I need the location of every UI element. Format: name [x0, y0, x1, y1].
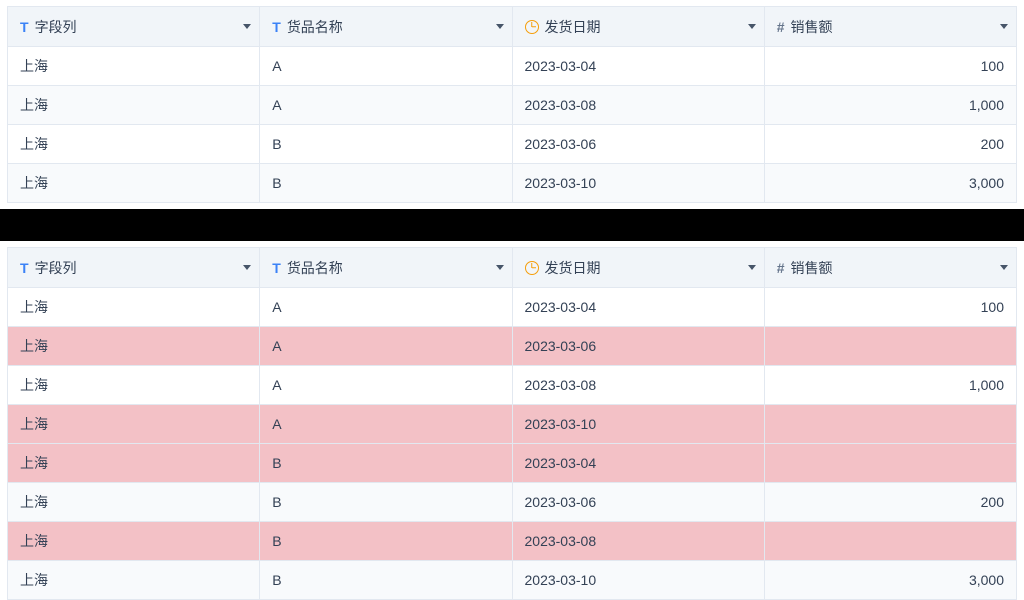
cell-date: 2023-03-08 — [512, 86, 764, 125]
cell-field: 上海 — [8, 125, 260, 164]
table-2: T 字段列 T 货品名称 — [7, 247, 1017, 600]
cell-sales: 1,000 — [764, 86, 1016, 125]
table-row: 上海A2023-03-04100 — [8, 47, 1017, 86]
table-row: 上海A2023-03-081,000 — [8, 366, 1017, 405]
cell-field: 上海 — [8, 86, 260, 125]
col-header-sales[interactable]: # 销售额 — [764, 7, 1016, 47]
col-header-date[interactable]: 发货日期 — [512, 248, 764, 288]
col-label: 发货日期 — [545, 17, 601, 37]
cell-date: 2023-03-10 — [512, 164, 764, 203]
cell-field: 上海 — [8, 366, 260, 405]
cell-product: A — [260, 288, 512, 327]
cell-product: A — [260, 47, 512, 86]
text-type-icon: T — [20, 261, 29, 275]
cell-field: 上海 — [8, 405, 260, 444]
col-label: 销售额 — [791, 17, 833, 37]
cell-product: B — [260, 483, 512, 522]
table-row: 上海A2023-03-081,000 — [8, 86, 1017, 125]
table-2-body: 上海A2023-03-04100上海A2023-03-06上海A2023-03-… — [8, 288, 1017, 600]
cell-product: B — [260, 522, 512, 561]
number-type-icon: # — [777, 261, 785, 275]
clock-icon — [525, 261, 539, 275]
col-header-field[interactable]: T 字段列 — [8, 248, 260, 288]
cell-sales: 100 — [764, 288, 1016, 327]
cell-sales: 200 — [764, 483, 1016, 522]
table-row: 上海B2023-03-103,000 — [8, 164, 1017, 203]
cell-field: 上海 — [8, 483, 260, 522]
cell-product: A — [260, 86, 512, 125]
cell-field: 上海 — [8, 444, 260, 483]
col-label: 销售额 — [791, 258, 833, 278]
text-type-icon: T — [20, 20, 29, 34]
col-label: 货品名称 — [287, 258, 343, 278]
cell-product: B — [260, 561, 512, 600]
cell-field: 上海 — [8, 164, 260, 203]
chevron-down-icon[interactable] — [748, 265, 756, 270]
col-label: 发货日期 — [545, 258, 601, 278]
cell-sales — [764, 522, 1016, 561]
table-row: 上海B2023-03-06200 — [8, 125, 1017, 164]
col-label: 字段列 — [35, 258, 77, 278]
cell-sales — [764, 327, 1016, 366]
cell-sales: 3,000 — [764, 164, 1016, 203]
cell-field: 上海 — [8, 288, 260, 327]
cell-product: A — [260, 366, 512, 405]
text-type-icon: T — [272, 261, 281, 275]
cell-date: 2023-03-06 — [512, 327, 764, 366]
table-row: 上海B2023-03-06200 — [8, 483, 1017, 522]
cell-sales — [764, 444, 1016, 483]
divider-bar — [0, 209, 1024, 241]
cell-date: 2023-03-10 — [512, 561, 764, 600]
text-type-icon: T — [272, 20, 281, 34]
cell-product: B — [260, 444, 512, 483]
col-header-sales[interactable]: # 销售额 — [764, 248, 1016, 288]
col-header-date[interactable]: 发货日期 — [512, 7, 764, 47]
col-header-product[interactable]: T 货品名称 — [260, 7, 512, 47]
chevron-down-icon[interactable] — [243, 24, 251, 29]
col-header-field[interactable]: T 字段列 — [8, 7, 260, 47]
cell-field: 上海 — [8, 47, 260, 86]
cell-sales: 3,000 — [764, 561, 1016, 600]
cell-date: 2023-03-08 — [512, 366, 764, 405]
cell-field: 上海 — [8, 561, 260, 600]
chevron-down-icon[interactable] — [496, 265, 504, 270]
cell-date: 2023-03-10 — [512, 405, 764, 444]
table-2-header: T 字段列 T 货品名称 — [8, 248, 1017, 288]
cell-product: A — [260, 405, 512, 444]
cell-date: 2023-03-04 — [512, 444, 764, 483]
cell-product: A — [260, 327, 512, 366]
table-row: 上海A2023-03-06 — [8, 327, 1017, 366]
table-1: T 字段列 T 货品名称 — [7, 6, 1017, 203]
table-row: 上海A2023-03-04100 — [8, 288, 1017, 327]
clock-icon — [525, 20, 539, 34]
cell-field: 上海 — [8, 327, 260, 366]
col-header-product[interactable]: T 货品名称 — [260, 248, 512, 288]
chevron-down-icon[interactable] — [1000, 265, 1008, 270]
table-row: 上海B2023-03-08 — [8, 522, 1017, 561]
table-row: 上海B2023-03-04 — [8, 444, 1017, 483]
cell-product: B — [260, 125, 512, 164]
cell-date: 2023-03-04 — [512, 47, 764, 86]
cell-sales: 200 — [764, 125, 1016, 164]
cell-product: B — [260, 164, 512, 203]
table-1-body: 上海A2023-03-04100上海A2023-03-081,000上海B202… — [8, 47, 1017, 203]
chevron-down-icon[interactable] — [748, 24, 756, 29]
number-type-icon: # — [777, 20, 785, 34]
chevron-down-icon[interactable] — [496, 24, 504, 29]
cell-sales: 100 — [764, 47, 1016, 86]
chevron-down-icon[interactable] — [243, 265, 251, 270]
cell-date: 2023-03-04 — [512, 288, 764, 327]
table-1-header: T 字段列 T 货品名称 — [8, 7, 1017, 47]
cell-date: 2023-03-06 — [512, 125, 764, 164]
cell-sales: 1,000 — [764, 366, 1016, 405]
cell-sales — [764, 405, 1016, 444]
cell-field: 上海 — [8, 522, 260, 561]
table-row: 上海A2023-03-10 — [8, 405, 1017, 444]
table-row: 上海B2023-03-103,000 — [8, 561, 1017, 600]
cell-date: 2023-03-08 — [512, 522, 764, 561]
chevron-down-icon[interactable] — [1000, 24, 1008, 29]
col-label: 字段列 — [35, 17, 77, 37]
col-label: 货品名称 — [287, 17, 343, 37]
cell-date: 2023-03-06 — [512, 483, 764, 522]
